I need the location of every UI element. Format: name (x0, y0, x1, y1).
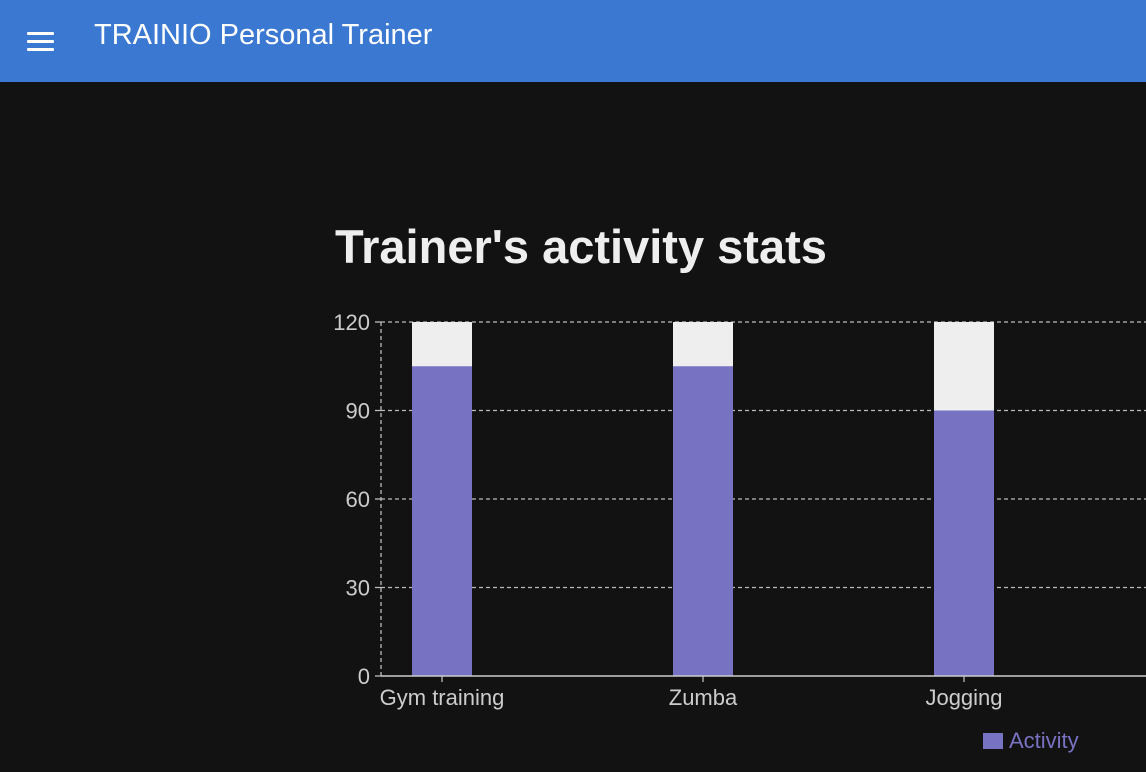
app-title: TRAINIO Personal Trainer (94, 19, 433, 51)
app-bar: TRAINIO Personal Trainer (0, 0, 1146, 82)
legend-swatch (983, 733, 1003, 749)
y-tick-label: 0 (358, 664, 370, 689)
y-tick-label: 60 (346, 487, 370, 512)
bar (934, 410, 994, 676)
x-tick-label: Jogging (925, 685, 1002, 710)
y-tick-label: 90 (346, 399, 370, 424)
x-tick-label: Gym training (380, 685, 505, 710)
x-tick-label: Zumba (669, 685, 738, 710)
menu-lines (26, 31, 54, 51)
bar (412, 366, 472, 676)
y-tick-label: 120 (333, 310, 370, 335)
y-tick-label: 30 (346, 576, 370, 601)
bar (673, 366, 733, 676)
hamburger-menu-icon[interactable] (20, 21, 60, 61)
chart-title: Trainer's activity stats (335, 220, 827, 273)
legend-label: Activity (1009, 728, 1079, 753)
